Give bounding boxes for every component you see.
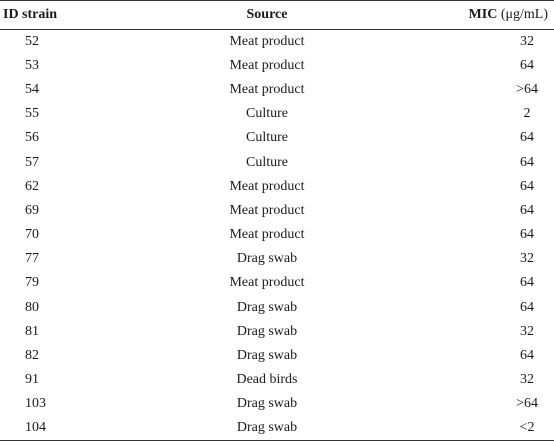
cell-mic: 64 xyxy=(520,130,534,146)
cell-mic: 64 xyxy=(520,348,534,364)
table-row: 81 Drag swab 32 xyxy=(0,320,554,344)
table-body: 52 Meat product 32 53 Meat product 64 54 Meat p… xyxy=(0,30,554,441)
cell-mic: 64 xyxy=(520,227,534,243)
cell-mic: 64 xyxy=(520,57,534,73)
cell-source: Culture xyxy=(246,154,288,170)
cell-source: Drag swab xyxy=(236,348,298,364)
cell-id-strain: 79 xyxy=(25,275,39,291)
cell-mic: 2 xyxy=(523,106,531,122)
cell-source: Meat product xyxy=(229,227,305,243)
cell-source: Meat product xyxy=(229,178,305,194)
cell-id-strain: 82 xyxy=(25,348,39,364)
table-row: 69 Meat product 64 xyxy=(0,199,554,223)
header-mic-label: MIC xyxy=(468,7,498,22)
cell-source: Meat product xyxy=(229,57,305,73)
cell-mic: 32 xyxy=(520,251,534,267)
cell-id-strain: 80 xyxy=(25,299,39,315)
cell-id-strain: 54 xyxy=(25,81,39,97)
table-header: ID strain Source MIC (μg/mL) xyxy=(0,0,554,30)
table-row: 62 Meat product 64 xyxy=(0,175,554,199)
cell-source: Culture xyxy=(246,130,288,146)
cell-id-strain: 53 xyxy=(25,57,39,73)
header-mic-unit: (μg/mL) xyxy=(500,7,548,22)
cell-id-strain: 70 xyxy=(25,227,39,243)
cell-mic: 32 xyxy=(520,323,534,339)
cell-source: Drag swab xyxy=(132,416,402,441)
cell-id-strain: 56 xyxy=(25,130,39,146)
table-row: 54 Meat product >64 xyxy=(0,78,554,102)
cell-source: Meat product xyxy=(229,202,305,218)
cell-id-strain: 77 xyxy=(25,251,39,267)
cell-mic: 64 xyxy=(520,299,534,315)
cell-source: Meat product xyxy=(229,33,305,49)
table-row: 56 Culture 64 xyxy=(0,126,554,150)
header-source: Source xyxy=(132,0,402,30)
cell-id-strain: 81 xyxy=(25,323,39,339)
table-row: 52 Meat product 32 xyxy=(0,30,554,54)
table-row: 103 Drag swab >64 xyxy=(0,392,554,416)
cell-mic: <2 xyxy=(402,416,554,441)
header-id-strain: ID strain xyxy=(0,0,132,30)
table-row: 79 Meat product 64 xyxy=(0,271,554,295)
cell-id-strain: 62 xyxy=(25,178,39,194)
cell-source: Drag swab xyxy=(236,323,298,339)
header-row: ID strain Source MIC (μg/mL) xyxy=(0,0,554,30)
cell-source: Drag swab xyxy=(236,299,298,315)
cell-mic: 32 xyxy=(520,33,534,49)
table-row: 82 Drag swab 64 xyxy=(0,344,554,368)
cell-source: Meat product xyxy=(229,275,305,291)
cell-id-strain: 69 xyxy=(25,202,39,218)
cell-id-strain: 57 xyxy=(25,154,39,170)
cell-mic: 64 xyxy=(520,275,534,291)
cell-source: Drag swab xyxy=(236,251,298,267)
cell-id-strain: 104 xyxy=(0,416,132,441)
cell-id-strain: 52 xyxy=(25,33,39,49)
table-row: 70 Meat product 64 xyxy=(0,223,554,247)
table-row: 55 Culture 2 xyxy=(0,102,554,126)
cell-source: Meat product xyxy=(229,81,305,97)
table-row: 104 Drag swab <2 xyxy=(0,416,554,441)
header-mic: MIC (μg/mL) xyxy=(402,0,554,30)
cell-mic: 64 xyxy=(520,178,534,194)
cell-mic: 64 xyxy=(520,202,534,218)
cell-source: Drag swab xyxy=(236,396,298,412)
cell-id-strain: 91 xyxy=(25,372,39,388)
table-row: 57 Culture 64 xyxy=(0,150,554,174)
cell-mic: 64 xyxy=(520,154,534,170)
table-row: 53 Meat product 64 xyxy=(0,54,554,78)
cell-id-strain: 55 xyxy=(25,106,39,122)
cell-source: Culture xyxy=(246,106,288,122)
table-row: 80 Drag swab 64 xyxy=(0,296,554,320)
cell-source: Dead birds xyxy=(236,372,298,388)
cell-mic: >64 xyxy=(516,396,538,412)
cell-mic: 32 xyxy=(520,372,534,388)
cell-id-strain: 103 xyxy=(25,396,46,412)
cell-mic: >64 xyxy=(516,81,538,97)
table-row: 77 Drag swab 32 xyxy=(0,247,554,271)
table-row: 91 Dead birds 32 xyxy=(0,368,554,392)
